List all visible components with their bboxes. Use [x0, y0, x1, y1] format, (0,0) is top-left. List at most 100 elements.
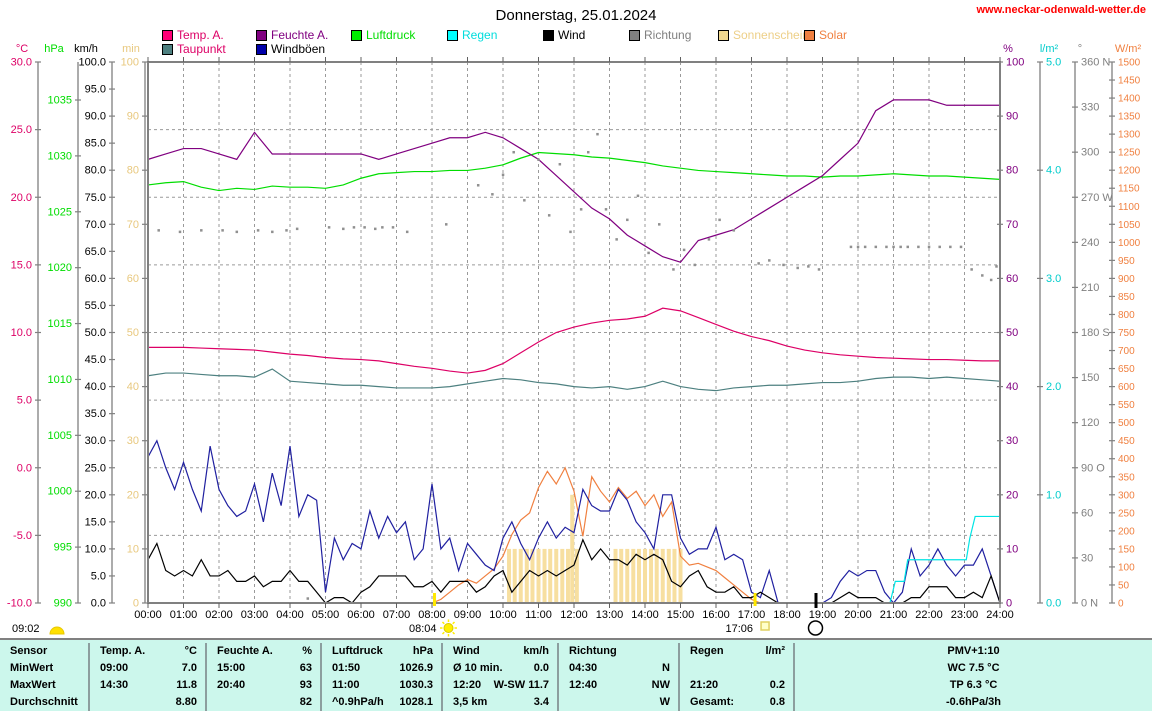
svg-text:06:00: 06:00 — [347, 609, 375, 621]
svg-text:17:06: 17:06 — [726, 623, 754, 635]
svg-text:400: 400 — [1118, 454, 1135, 465]
svg-text:24:00: 24:00 — [986, 609, 1014, 621]
axis-min: 0 10 20 30 40 50 60 70 80 90 100 min — [121, 43, 148, 610]
table-row: 12:40 NW — [569, 679, 670, 691]
legend-item-richtung: Richtung — [629, 28, 691, 42]
summary-table: Sensor MinWert MaxWert Durchschnitt Temp… — [0, 638, 1152, 711]
legend-item-sonnenschein: Sonnenschein — [718, 28, 809, 42]
svg-text:%: % — [1003, 43, 1013, 55]
page-title: Donnerstag, 25.01.2024 — [495, 7, 657, 24]
table-row: WC 7.5 °C — [947, 662, 1000, 674]
svg-text:0 N: 0 N — [1081, 598, 1098, 610]
svg-text:1150: 1150 — [1118, 184, 1140, 195]
svg-text:80.0: 80.0 — [85, 165, 106, 177]
series-wind — [147, 538, 1001, 604]
table-row-label: MaxWert — [10, 679, 56, 691]
table-col-richtung: Richtung 04:30 N 12:40 NW W — [559, 643, 680, 711]
axis-lm2: 0.0 1.0 2.0 3.0 4.0 5.0 l/m² — [1037, 43, 1061, 610]
legend-label: Regen — [462, 28, 498, 42]
table-row-label: MinWert — [10, 662, 54, 674]
svg-text:W/m²: W/m² — [1115, 43, 1142, 55]
svg-text:20.0: 20.0 — [85, 489, 106, 501]
svg-text:07:00: 07:00 — [383, 609, 411, 621]
svg-text:1000: 1000 — [48, 486, 72, 498]
svg-text:180 S: 180 S — [1081, 327, 1110, 339]
svg-text:90 O: 90 O — [1081, 462, 1105, 474]
svg-text:min: min — [122, 43, 140, 55]
svg-text:950: 950 — [1118, 256, 1135, 267]
svg-text:1100: 1100 — [1118, 202, 1140, 213]
svg-text:80: 80 — [1006, 165, 1018, 177]
table-row: 12:20 W-SW 11.7 — [453, 679, 549, 691]
svg-text:50: 50 — [1006, 327, 1018, 339]
table-row — [680, 660, 793, 677]
svg-text:50.0: 50.0 — [85, 327, 106, 339]
svg-text:1250: 1250 — [1118, 148, 1141, 159]
svg-text:5.0: 5.0 — [1046, 57, 1061, 69]
svg-text:14:00: 14:00 — [631, 609, 659, 621]
svg-text:80: 80 — [127, 165, 139, 177]
table-row: 82 — [299, 696, 312, 708]
svg-text:50: 50 — [127, 327, 139, 339]
table-row: 04:30 N — [569, 662, 670, 674]
svg-text:250: 250 — [1118, 508, 1135, 519]
axis-temp: -10.0 -5.0 0.0 5.0 10.0 15.0 20.0 25.0 30.0 °C — [7, 43, 41, 610]
svg-text:18:00: 18:00 — [773, 609, 801, 621]
svg-text:10:00: 10:00 — [489, 609, 517, 621]
axis-pct: 0 10 20 30 40 50 60 70 80 90 100% — [997, 43, 1024, 610]
website-link[interactable]: www.neckar-odenwald-wetter.de — [976, 4, 1146, 16]
svg-text:65.0: 65.0 — [85, 246, 106, 258]
svg-text:04:00: 04:00 — [276, 609, 304, 621]
moon-tick — [814, 593, 818, 608]
svg-text:85.0: 85.0 — [85, 138, 106, 150]
table-col-luftdruck: Luftdruck hPa 01:50 1026.9 11:00 1030.3 ^0.… — [322, 643, 443, 711]
svg-text:90: 90 — [1006, 111, 1018, 123]
svg-text:95.0: 95.0 — [85, 84, 106, 96]
svg-text:150: 150 — [1081, 372, 1099, 384]
svg-text:10: 10 — [127, 543, 139, 555]
table-row: 21:20 0.2 — [690, 679, 785, 691]
wind-swatch-icon — [543, 29, 554, 41]
svg-text:450: 450 — [1118, 436, 1135, 447]
svg-text:1035: 1035 — [48, 95, 72, 107]
svg-text:1005: 1005 — [48, 430, 72, 442]
direction-swatch-icon — [629, 29, 640, 41]
table-header: Temp. A. °C — [100, 645, 197, 657]
svg-text:10.0: 10.0 — [85, 543, 106, 555]
table-row: TP 6.3 °C — [949, 679, 998, 691]
svg-text:75.0: 75.0 — [85, 192, 106, 204]
svg-text:hPa: hPa — [44, 43, 64, 55]
table-row: ^0.9hPa/h 1028.1 — [332, 696, 433, 708]
svg-text:30: 30 — [127, 435, 139, 447]
table-row: 15:00 63 — [217, 662, 312, 674]
table-row-label: Durchschnitt — [10, 696, 78, 708]
svg-text:0: 0 — [133, 598, 139, 610]
svg-text:35.0: 35.0 — [85, 408, 106, 420]
legend-item-luftdruck: Luftdruck — [351, 28, 415, 42]
svg-text:70.0: 70.0 — [85, 219, 106, 231]
svg-text:0.0: 0.0 — [17, 462, 32, 474]
svg-text:700: 700 — [1118, 346, 1135, 357]
table-col-wind: Wind km/h Ø 10 min. 0.0 12:20 W-SW 11.7 3,5… — [443, 643, 559, 711]
svg-text:00:00: 00:00 — [134, 609, 162, 621]
legend-item-temp: Temp. A. — [162, 28, 224, 42]
svg-text:20.0: 20.0 — [11, 192, 32, 204]
svg-text:60.0: 60.0 — [85, 273, 106, 285]
sunrise-sun-icon — [439, 619, 457, 637]
series-windboeen — [147, 439, 1001, 604]
svg-text:°C: °C — [16, 43, 28, 55]
svg-text:01:00: 01:00 — [170, 609, 198, 621]
svg-text:650: 650 — [1118, 364, 1135, 375]
legend-label: Sonnenschein — [733, 28, 810, 42]
table-row: 09:00 7.0 — [100, 662, 197, 674]
svg-text:1200: 1200 — [1118, 166, 1141, 177]
series-feuchte — [147, 99, 1000, 263]
axis-kmh: 0.0 5.0 10.0 15.0 20.0 25.0 30.0 35.0 40.0 45.0 50… — [74, 43, 115, 610]
legend-item-taupunkt: Taupunkt — [162, 42, 226, 56]
temp-swatch-icon — [162, 29, 173, 41]
moonset-halfsun-icon — [49, 626, 65, 635]
legend-item-solar: Solar — [804, 28, 847, 42]
series-regen — [148, 515, 1000, 604]
svg-text:-5.0: -5.0 — [13, 530, 32, 542]
dewpoint-swatch-icon — [162, 43, 173, 55]
